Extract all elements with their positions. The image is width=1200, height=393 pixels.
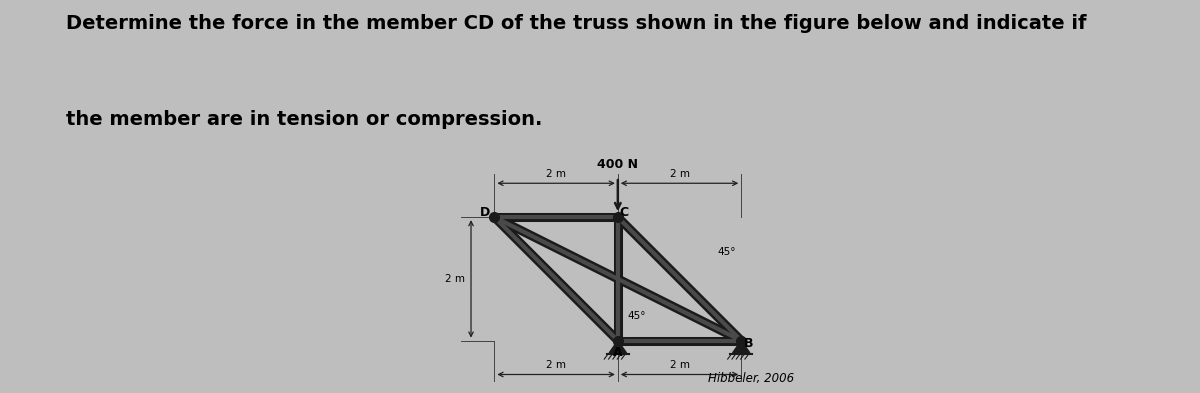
Text: 2 m: 2 m	[670, 360, 690, 370]
Text: the member are in tension or compression.: the member are in tension or compression…	[66, 110, 542, 129]
Text: 2 m: 2 m	[546, 360, 566, 370]
Text: 2 m: 2 m	[546, 169, 566, 179]
Text: Hibbeler, 2006: Hibbeler, 2006	[708, 372, 793, 385]
Text: B: B	[744, 337, 754, 350]
Text: D: D	[480, 206, 491, 219]
Text: A: A	[613, 346, 623, 360]
Polygon shape	[610, 341, 626, 353]
Text: C: C	[619, 206, 629, 219]
Polygon shape	[732, 341, 750, 353]
Text: Determine the force in the member CD of the truss shown in the figure below and : Determine the force in the member CD of …	[66, 14, 1086, 33]
Text: 2 m: 2 m	[445, 274, 464, 284]
Text: 45°: 45°	[718, 247, 737, 257]
Text: 400 N: 400 N	[598, 158, 638, 171]
Text: 2 m: 2 m	[670, 169, 690, 179]
Text: 45°: 45°	[628, 311, 646, 321]
